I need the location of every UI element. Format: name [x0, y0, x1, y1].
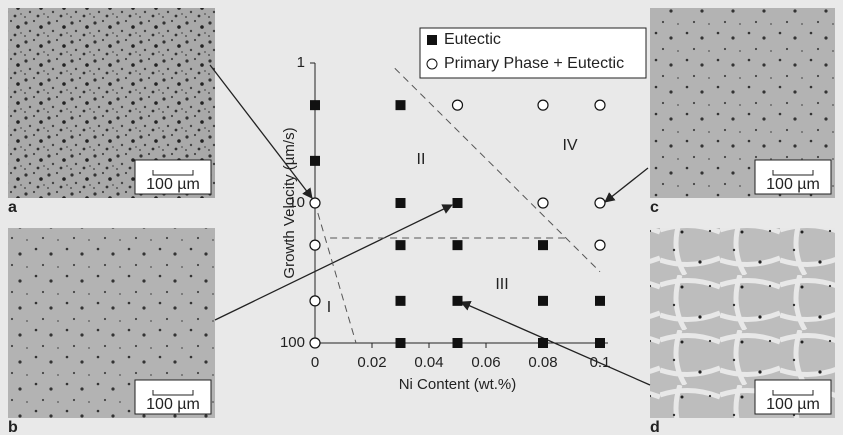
panel-label: d: [650, 419, 660, 435]
x-axis-label: Ni Content (wt.%): [399, 376, 517, 393]
scale-bar-label: 100 µm: [146, 396, 200, 413]
point: [537, 99, 549, 111]
point: [395, 338, 406, 348]
scale-bar-label: 100 µm: [766, 396, 820, 413]
point: [309, 295, 321, 307]
region-label: I: [327, 299, 331, 316]
point: [594, 239, 606, 251]
legend-box: [419, 27, 647, 79]
point: [310, 100, 320, 111]
x-tick-label: 0.08: [528, 354, 557, 371]
point: [395, 100, 406, 111]
scale-bar-box: [754, 379, 832, 415]
point: [309, 239, 321, 251]
point: [395, 198, 406, 208]
x-tick-label: 0.02: [357, 354, 386, 371]
arrow: [209, 64, 313, 199]
legend-marker: [427, 35, 437, 45]
y-tick-label: 10: [288, 194, 305, 211]
point: [310, 155, 320, 166]
point: [538, 240, 548, 251]
point: [537, 197, 549, 209]
point: [452, 240, 463, 251]
point: [395, 240, 406, 251]
x-tick-label: 0.06: [471, 354, 500, 371]
point: [452, 198, 463, 208]
region-label: III: [495, 276, 508, 293]
panel-label: b: [8, 419, 18, 435]
point: [452, 338, 463, 348]
x-tick-label: 0.04: [414, 354, 443, 371]
scale-bar: [152, 170, 194, 176]
point: [538, 338, 548, 348]
boundary-line: [394, 67, 601, 273]
boundary-line: [317, 212, 357, 344]
y-tick-label: 1: [297, 54, 305, 71]
point: [595, 338, 605, 348]
arrow: [604, 167, 649, 203]
point: [452, 295, 463, 306]
scale-bar-box: [754, 159, 832, 195]
point: [309, 337, 321, 349]
scale-bar-box: [134, 379, 212, 415]
region-label: II: [417, 151, 426, 168]
point: [594, 99, 606, 111]
y-axis-label: Growth Velocity (µm/s): [281, 127, 298, 278]
legend-label: Eutectic: [444, 31, 501, 48]
point: [595, 295, 605, 306]
scale-bar: [152, 390, 194, 396]
point: [538, 295, 548, 306]
legend-marker: [426, 58, 438, 70]
point: [594, 197, 606, 209]
scale-bar-label: 100 µm: [146, 176, 200, 193]
x-tick-label: 0: [311, 354, 319, 371]
point: [451, 99, 464, 111]
panel-label: a: [8, 199, 17, 216]
scale-bar: [772, 170, 814, 176]
panel-label: c: [650, 199, 659, 216]
scale-bar-label: 100 µm: [766, 176, 820, 193]
scale-bar: [772, 390, 814, 396]
legend-label: Primary Phase + Eutectic: [444, 55, 624, 72]
region-label: IV: [562, 137, 577, 154]
arrow: [214, 204, 453, 321]
y-tick-label: 100: [280, 334, 305, 351]
scale-bar-box: [134, 159, 212, 195]
point: [395, 295, 406, 306]
x-tick-label: 0.1: [590, 354, 611, 371]
point: [309, 197, 321, 209]
